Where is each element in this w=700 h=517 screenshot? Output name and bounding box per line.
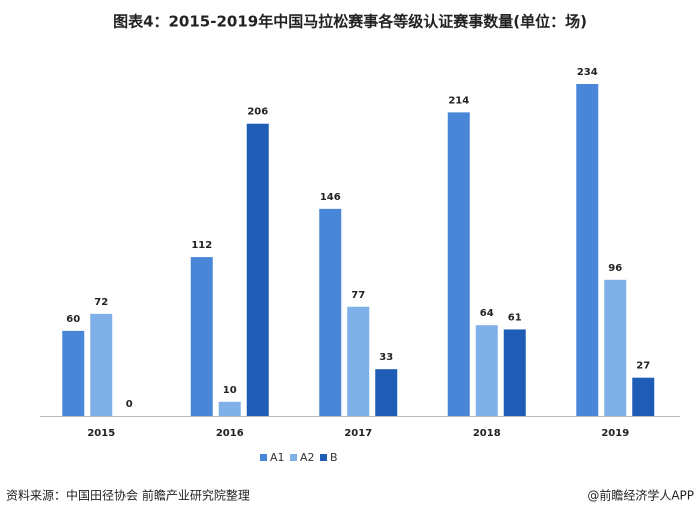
x-tick-label: 2018 [473, 428, 501, 439]
data-label: 112 [191, 240, 212, 251]
legend-label: B [330, 451, 338, 464]
bar [576, 84, 599, 416]
bar [90, 313, 113, 416]
data-label: 60 [66, 314, 80, 325]
bar [503, 329, 526, 416]
credit: @前瞻经济学人APP [587, 488, 694, 503]
x-tick-label: 2017 [344, 428, 372, 439]
data-label: 33 [379, 352, 393, 363]
data-label: 0 [126, 399, 133, 410]
data-label: 77 [351, 290, 365, 301]
x-tick-label: 2019 [601, 428, 629, 439]
bar [475, 325, 498, 416]
x-tick-label: 2016 [216, 428, 244, 439]
data-label: 27 [636, 361, 650, 372]
data-label: 72 [94, 297, 108, 308]
bar [375, 369, 398, 416]
bar [62, 330, 85, 416]
legend-label: A2 [300, 451, 315, 464]
chart-title: 图表4：2015-2019年中国马拉松赛事各等级认证赛事数量(单位：场) [113, 13, 587, 31]
data-label: 96 [608, 263, 622, 274]
bar [190, 257, 213, 416]
data-label: 64 [480, 308, 494, 319]
x-tick-label: 2015 [87, 428, 115, 439]
legend-swatch [260, 454, 267, 461]
data-label: 206 [247, 107, 268, 118]
data-label: 10 [223, 385, 237, 396]
legend-swatch [320, 454, 327, 461]
data-label: 146 [320, 192, 341, 203]
bar [347, 306, 370, 416]
bar [319, 208, 342, 416]
bar [604, 279, 627, 416]
bar [447, 112, 470, 416]
source: 资料来源：中国田径协会 前瞻产业研究院整理 [6, 488, 250, 503]
legend-swatch [290, 454, 297, 461]
data-label: 214 [448, 95, 469, 106]
legend-label: A1 [270, 451, 285, 464]
data-label: 61 [508, 312, 522, 323]
bar [218, 401, 241, 416]
bar [246, 123, 269, 416]
data-label: 234 [577, 67, 598, 78]
bar [632, 377, 655, 416]
